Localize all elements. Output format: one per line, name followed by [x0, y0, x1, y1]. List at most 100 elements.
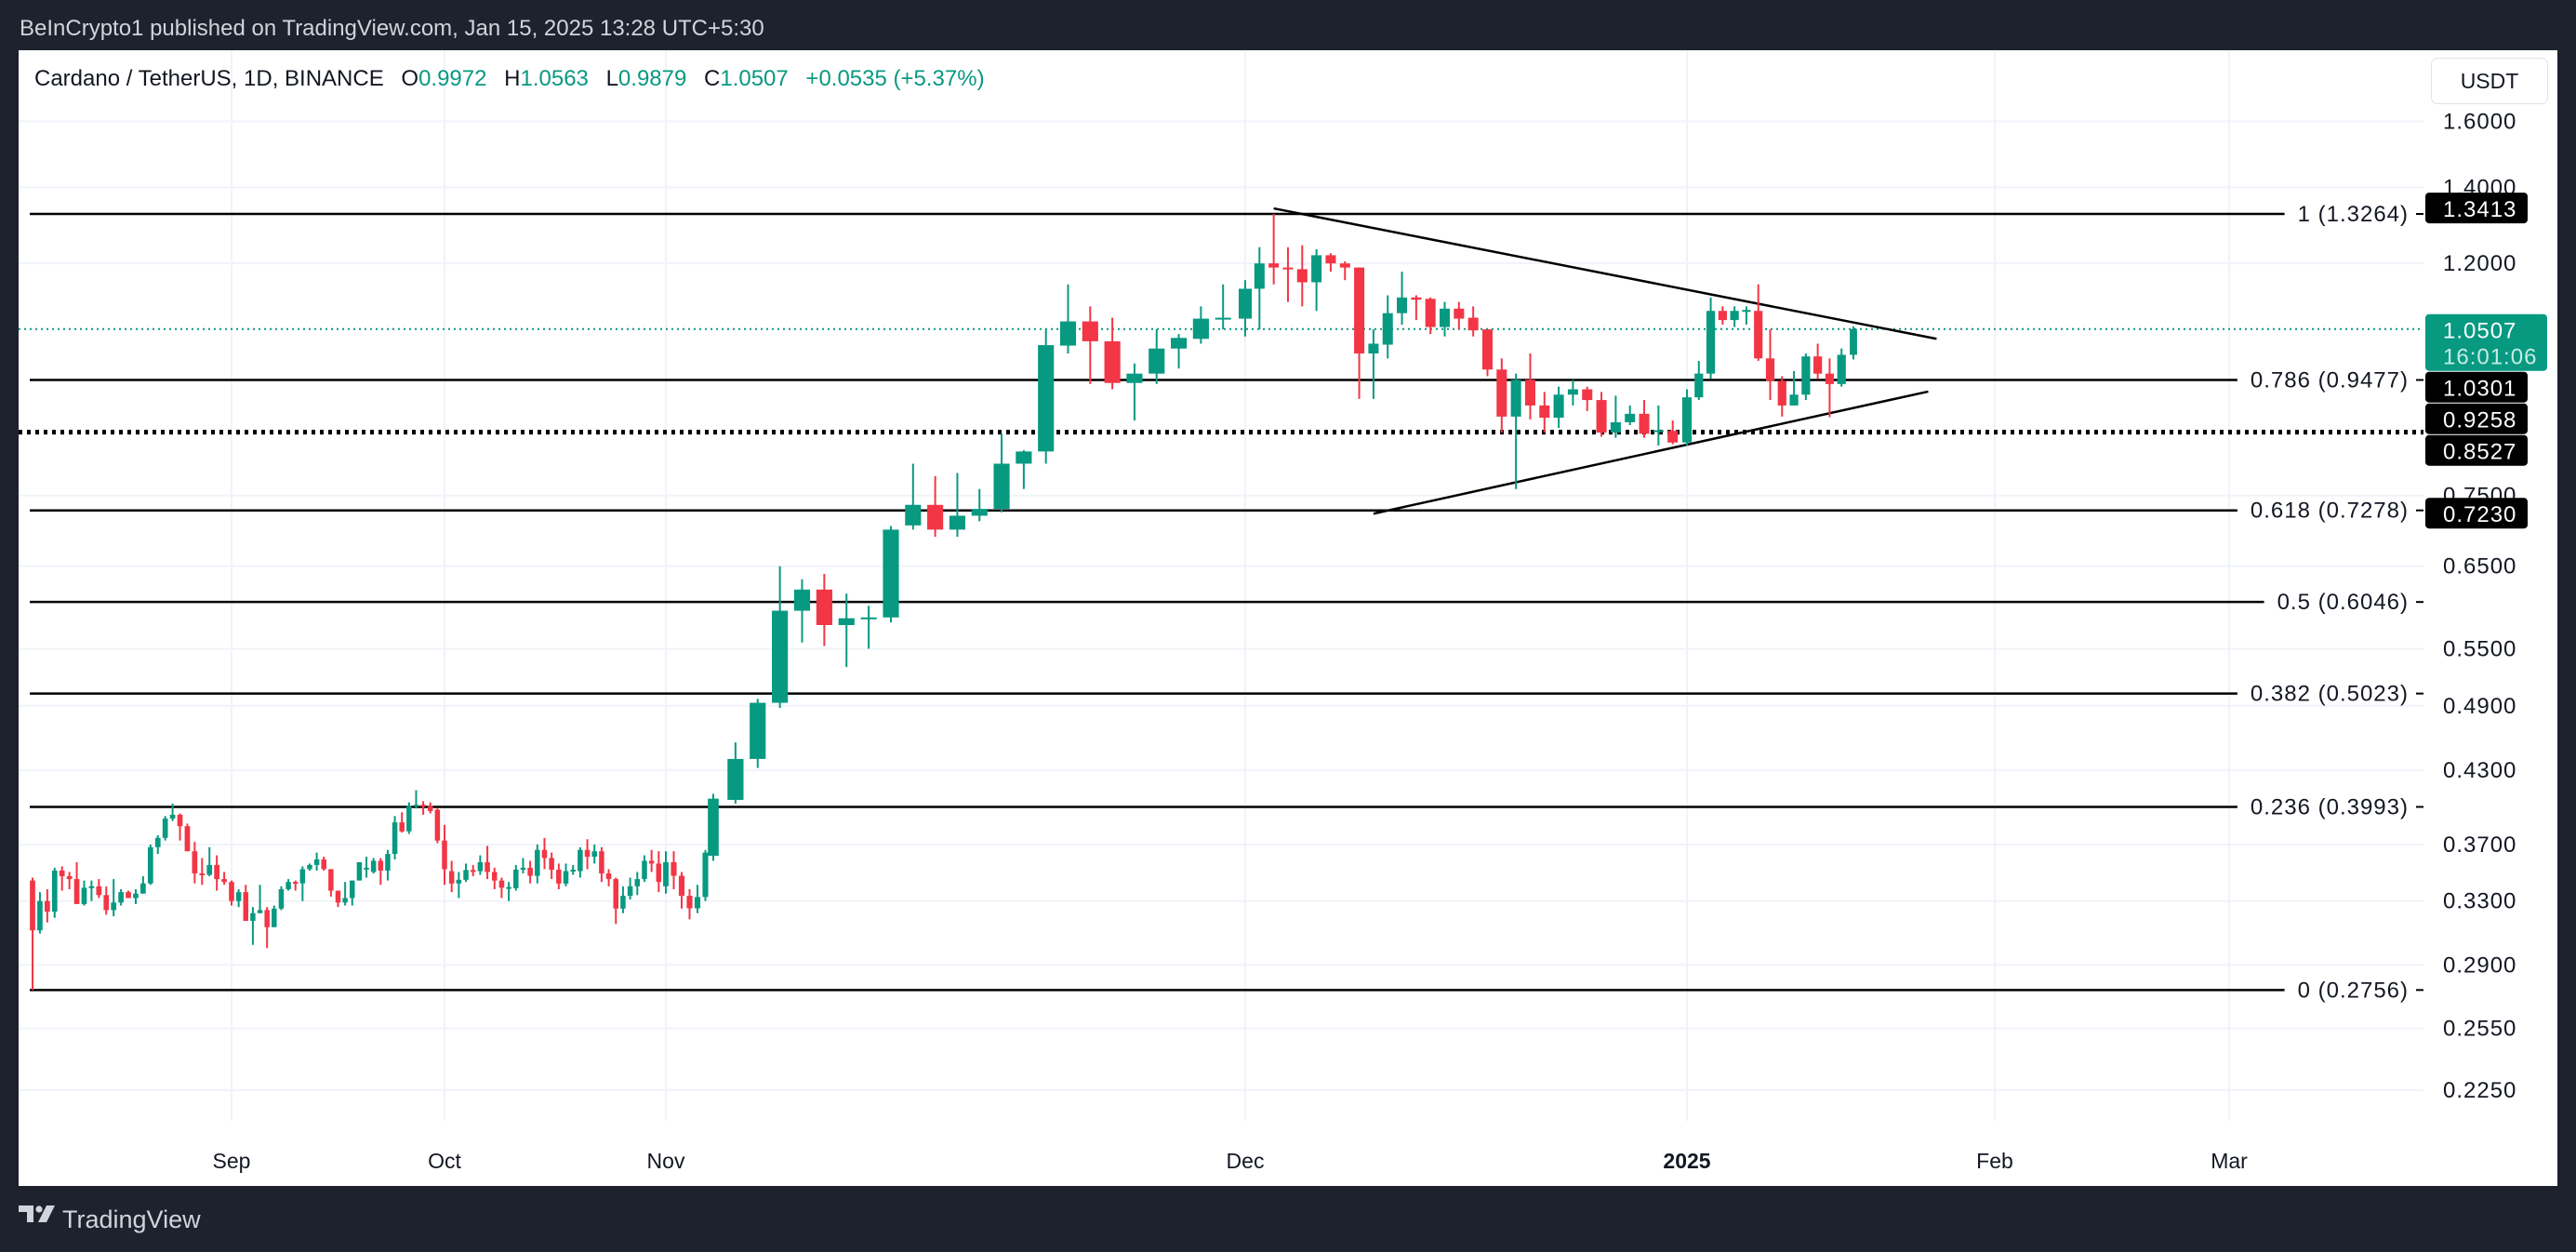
candle-body	[570, 870, 576, 872]
trendline[interactable]	[1273, 206, 1937, 340]
candle-body	[1059, 321, 1077, 346]
badge-background	[2425, 371, 2528, 403]
candle	[356, 861, 363, 881]
candle-body	[634, 879, 641, 886]
candle	[477, 855, 484, 875]
symbol-title[interactable]: Cardano / TetherUS, 1D, BINANCE	[34, 66, 384, 91]
candle-body	[154, 837, 161, 847]
candle-body	[427, 806, 433, 811]
high-label: H	[504, 66, 521, 91]
candle-body	[1681, 397, 1693, 443]
candle-body	[364, 867, 369, 870]
trendline[interactable]	[1373, 390, 1929, 515]
candle-body	[549, 858, 554, 871]
candle-body	[434, 809, 441, 841]
candle	[1238, 280, 1253, 337]
candle-body	[1625, 413, 1636, 422]
candle	[1539, 392, 1550, 433]
candle	[73, 861, 80, 904]
candle-body	[627, 886, 633, 897]
candle-body	[406, 806, 412, 832]
fib-level[interactable]: 0.618 (0.7278)	[30, 499, 2423, 524]
candle	[184, 823, 191, 852]
candle	[299, 866, 306, 901]
candle	[860, 606, 877, 649]
candle	[642, 855, 647, 883]
candle-body	[463, 870, 469, 880]
candle-body	[772, 610, 789, 703]
symbol-legend: Cardano / TetherUS, 1D, BINANCE O0.9972 …	[34, 66, 985, 92]
candle	[1059, 284, 1077, 353]
candle	[1282, 246, 1294, 302]
candle	[527, 860, 533, 884]
fib-level[interactable]: 0.5 (0.6046)	[30, 590, 2423, 615]
fib-level[interactable]: 0.382 (0.5023)	[30, 682, 2423, 707]
candle	[51, 867, 58, 918]
candle	[448, 860, 455, 893]
candle	[328, 869, 334, 897]
price-axis[interactable]: 1.60001.40001.20000.75000.65000.55000.49…	[2443, 109, 2516, 1103]
candle	[1354, 267, 1365, 399]
price-tick-label: 0.3700	[2443, 832, 2516, 858]
candle-body	[1397, 297, 1408, 313]
candle	[702, 849, 709, 901]
fib-level[interactable]: 0.236 (0.3993)	[30, 794, 2423, 819]
fib-level[interactable]: 0 (0.2756)	[30, 978, 2423, 1003]
candle	[1610, 395, 1621, 438]
candle-body	[506, 886, 511, 889]
candle-body	[321, 859, 326, 870]
candle-body	[860, 617, 877, 619]
candle-body	[1667, 431, 1679, 443]
candle	[663, 851, 669, 894]
candle-body	[1339, 263, 1350, 268]
candle	[1730, 306, 1739, 327]
low-label: L	[605, 66, 618, 91]
candle-body	[51, 870, 58, 912]
candle	[470, 864, 476, 877]
candle	[1268, 214, 1280, 285]
candle-body	[177, 814, 183, 827]
badge-price: 1.3413	[2443, 197, 2516, 222]
candle	[772, 566, 789, 708]
currency-button[interactable]: USDT	[2431, 58, 2548, 104]
candle-body	[556, 870, 562, 884]
candle-body	[59, 870, 65, 877]
fib-level[interactable]: 0.786 (0.9477)	[30, 368, 2423, 393]
candle	[364, 857, 369, 878]
candle-body	[1354, 267, 1365, 353]
candle-body	[1282, 267, 1294, 270]
candle	[59, 866, 65, 891]
candle-body	[949, 515, 966, 530]
candle-body	[1825, 373, 1835, 384]
candle	[520, 858, 526, 873]
candle	[1742, 306, 1751, 326]
candle-body	[1653, 430, 1664, 433]
candle	[154, 834, 161, 855]
candle	[678, 872, 685, 909]
candle	[66, 872, 73, 889]
candle-body	[96, 886, 102, 896]
fib-retracement[interactable]: 1 (1.3264) 0.786 (0.9477) 0.618 (0.7278) 0.…	[30, 202, 2423, 1003]
candle-body	[498, 880, 505, 888]
candle-body	[206, 864, 213, 875]
candle-body	[169, 814, 176, 819]
fib-level[interactable]: 1 (1.3264)	[30, 202, 2423, 227]
candle-body	[299, 869, 306, 884]
candle-body	[456, 879, 462, 884]
candle	[1038, 329, 1055, 464]
candle	[192, 842, 198, 884]
time-axis[interactable]: Sep Oct Nov Dec 2025 Feb Mar	[213, 1149, 2249, 1173]
brand-name[interactable]: TradingView	[62, 1205, 201, 1233]
candle-body	[905, 504, 922, 526]
candle-body	[1296, 269, 1308, 283]
drawings[interactable]	[19, 206, 2423, 515]
candle	[285, 879, 291, 891]
candle	[1653, 405, 1664, 446]
candle	[30, 877, 35, 991]
candle-body	[278, 888, 285, 909]
candle-body	[272, 908, 277, 927]
candle-body	[563, 871, 569, 884]
candle	[708, 793, 719, 861]
candle-body	[30, 880, 35, 931]
